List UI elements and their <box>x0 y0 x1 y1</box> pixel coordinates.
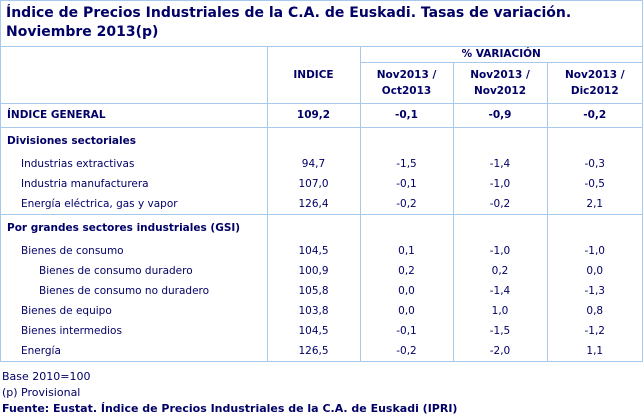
table-row: Bienes de consumo duradero 100,9 0,2 0,2 0,0 <box>1 260 642 281</box>
table-row: Bienes de consumo 104,5 0,1 -1,0 -1,0 <box>1 240 642 261</box>
index-value: 94,7 <box>266 153 360 174</box>
table-row: Bienes de consumo no duradero 105,8 0,0 -1,… <box>1 280 642 301</box>
variation-group-header: % VARIACIÓN <box>359 46 642 63</box>
variation-value <box>452 127 547 154</box>
variation-value: -0,9 <box>452 103 547 128</box>
variation-value: -1,0 <box>452 173 547 194</box>
period-2-top: Nov2013 / <box>470 68 530 81</box>
table-row: Industria manufacturera 107,0 -0,1 -1,0 -0,5 <box>1 173 642 194</box>
index-value: 126,4 <box>266 193 360 215</box>
table-row: Bienes intermedios 104,5 -0,1 -1,5 -1,2 <box>1 320 642 341</box>
variation-value: -1,3 <box>546 280 642 301</box>
title-line-1: Índice de Precios Industriales de la C.A… <box>6 5 572 21</box>
row-label: Industria manufacturera <box>21 177 149 190</box>
variation-value: -0,3 <box>546 153 642 174</box>
index-value <box>266 214 360 241</box>
variation-value: 1,1 <box>546 340 642 361</box>
bordered-area: Índice de Precios Industriales de la C.A… <box>0 0 643 362</box>
row-label: Industrias extractivas <box>21 157 135 170</box>
variation-value: 0,2 <box>359 260 453 281</box>
period-2-bottom: Nov2012 <box>473 84 527 97</box>
variation-value: -1,0 <box>546 240 642 261</box>
period-header-1: Nov2013 / Oct2013 <box>359 62 453 104</box>
period-header-2: Nov2013 / Nov2012 <box>452 62 547 104</box>
variation-value: -0,5 <box>546 173 642 194</box>
variation-value: -1,0 <box>452 240 547 261</box>
index-column-header: INDICE <box>266 46 360 104</box>
index-value: 104,5 <box>266 240 360 261</box>
variation-value: 0,1 <box>359 240 453 261</box>
period-3-top: Nov2013 / <box>564 68 625 81</box>
variation-value: -1,5 <box>359 153 453 174</box>
row-label: Bienes de consumo <box>21 244 124 257</box>
variation-value: -1,4 <box>452 153 547 174</box>
variation-value: -0,2 <box>452 193 547 215</box>
ipri-table: INDICE % VARIACIÓN Nov2013 / Oct2013 Nov… <box>1 46 642 361</box>
table-row: Industrias extractivas 94,7 -1,5 -1,4 -0,3 <box>1 153 642 174</box>
table-row: Bienes de equipo 103,8 0,0 1,0 0,8 <box>1 300 642 321</box>
variation-value: 0,8 <box>546 300 642 321</box>
variation-value: -2,0 <box>452 340 547 361</box>
row-label: Por grandes sectores industriales (GSI) <box>7 221 241 234</box>
row-label: Divisiones sectoriales <box>7 134 136 147</box>
row-label: ÍNDICE GENERAL <box>1 103 267 128</box>
index-value <box>266 127 360 154</box>
index-value: 104,5 <box>266 320 360 341</box>
variation-value: -0,1 <box>359 173 453 194</box>
row-label: Bienes de equipo <box>21 304 112 317</box>
period-1-bottom: Oct2013 <box>381 84 432 97</box>
variation-value: 1,0 <box>452 300 547 321</box>
variation-value <box>452 214 547 241</box>
table-row: Energía eléctrica, gas y vapor 126,4 -0,2-… <box>1 193 642 215</box>
index-value: 109,2 <box>266 103 360 128</box>
variation-value: 2,1 <box>546 193 642 215</box>
variation-value: -0,1 <box>359 320 453 341</box>
title-line-2: Noviembre 2013(p) <box>6 23 159 40</box>
corner-cell <box>1 46 267 104</box>
report-title: Índice de Precios Industriales de la C.A… <box>1 1 642 47</box>
variation-value: 0,0 <box>359 280 453 301</box>
table-body: ÍNDICE GENERAL 109,2 -0,1 -0,9 -0,2 Divisione… <box>1 103 642 361</box>
provisional-note: (p) Provisional <box>2 385 81 399</box>
header-row-2: Nov2013 / Oct2013 Nov2013 / Nov2012 Nov2… <box>1 62 642 104</box>
table-row: Energía 126,5 -0,2 -2,0 1,1 <box>1 340 642 361</box>
footnotes: Base 2010=100 (p) Provisional Fuente: Eu… <box>0 362 643 417</box>
variation-value: -1,5 <box>452 320 547 341</box>
variation-value: -0,2 <box>359 340 453 361</box>
row-label: Energía <box>21 344 61 357</box>
variation-value: -0,1 <box>359 103 453 128</box>
variation-value: 0,0 <box>546 260 642 281</box>
row-label: Bienes de consumo duradero <box>39 264 193 277</box>
row-label: Bienes intermedios <box>21 324 122 337</box>
index-value: 107,0 <box>266 173 360 194</box>
row-label: Energía eléctrica, gas y vapor <box>1 193 267 215</box>
variation-value <box>546 214 642 241</box>
index-value: 103,8 <box>266 300 360 321</box>
variation-value <box>546 127 642 154</box>
variation-value: -1,4 <box>452 280 547 301</box>
period-header-3: Nov2013 / Dic2012 <box>546 62 642 104</box>
variation-value <box>359 127 453 154</box>
variation-value: 0,2 <box>452 260 547 281</box>
header-row-1: INDICE % VARIACIÓN <box>1 46 642 104</box>
period-1-top: Nov2013 / <box>376 68 437 81</box>
index-value: 105,8 <box>266 280 360 301</box>
row-label: Bienes de consumo no duradero <box>39 284 210 297</box>
table-row: ÍNDICE GENERAL 109,2 -0,1 -0,9 -0,2 <box>1 103 642 128</box>
index-value: 100,9 <box>266 260 360 281</box>
base-note: Base 2010=100 <box>2 369 91 383</box>
variation-value <box>359 214 453 241</box>
variation-value: -1,2 <box>546 320 642 341</box>
variation-value: -0,2 <box>359 193 453 215</box>
table-row: Divisiones sectoriales <box>1 127 642 154</box>
variation-value: 0,0 <box>359 300 453 321</box>
table-row: Por grandes sectores industriales (GSI) <box>1 214 642 241</box>
index-value: 126,5 <box>266 340 360 361</box>
variation-value: -0,2 <box>546 103 642 128</box>
period-3-bottom: Dic2012 <box>570 84 619 97</box>
